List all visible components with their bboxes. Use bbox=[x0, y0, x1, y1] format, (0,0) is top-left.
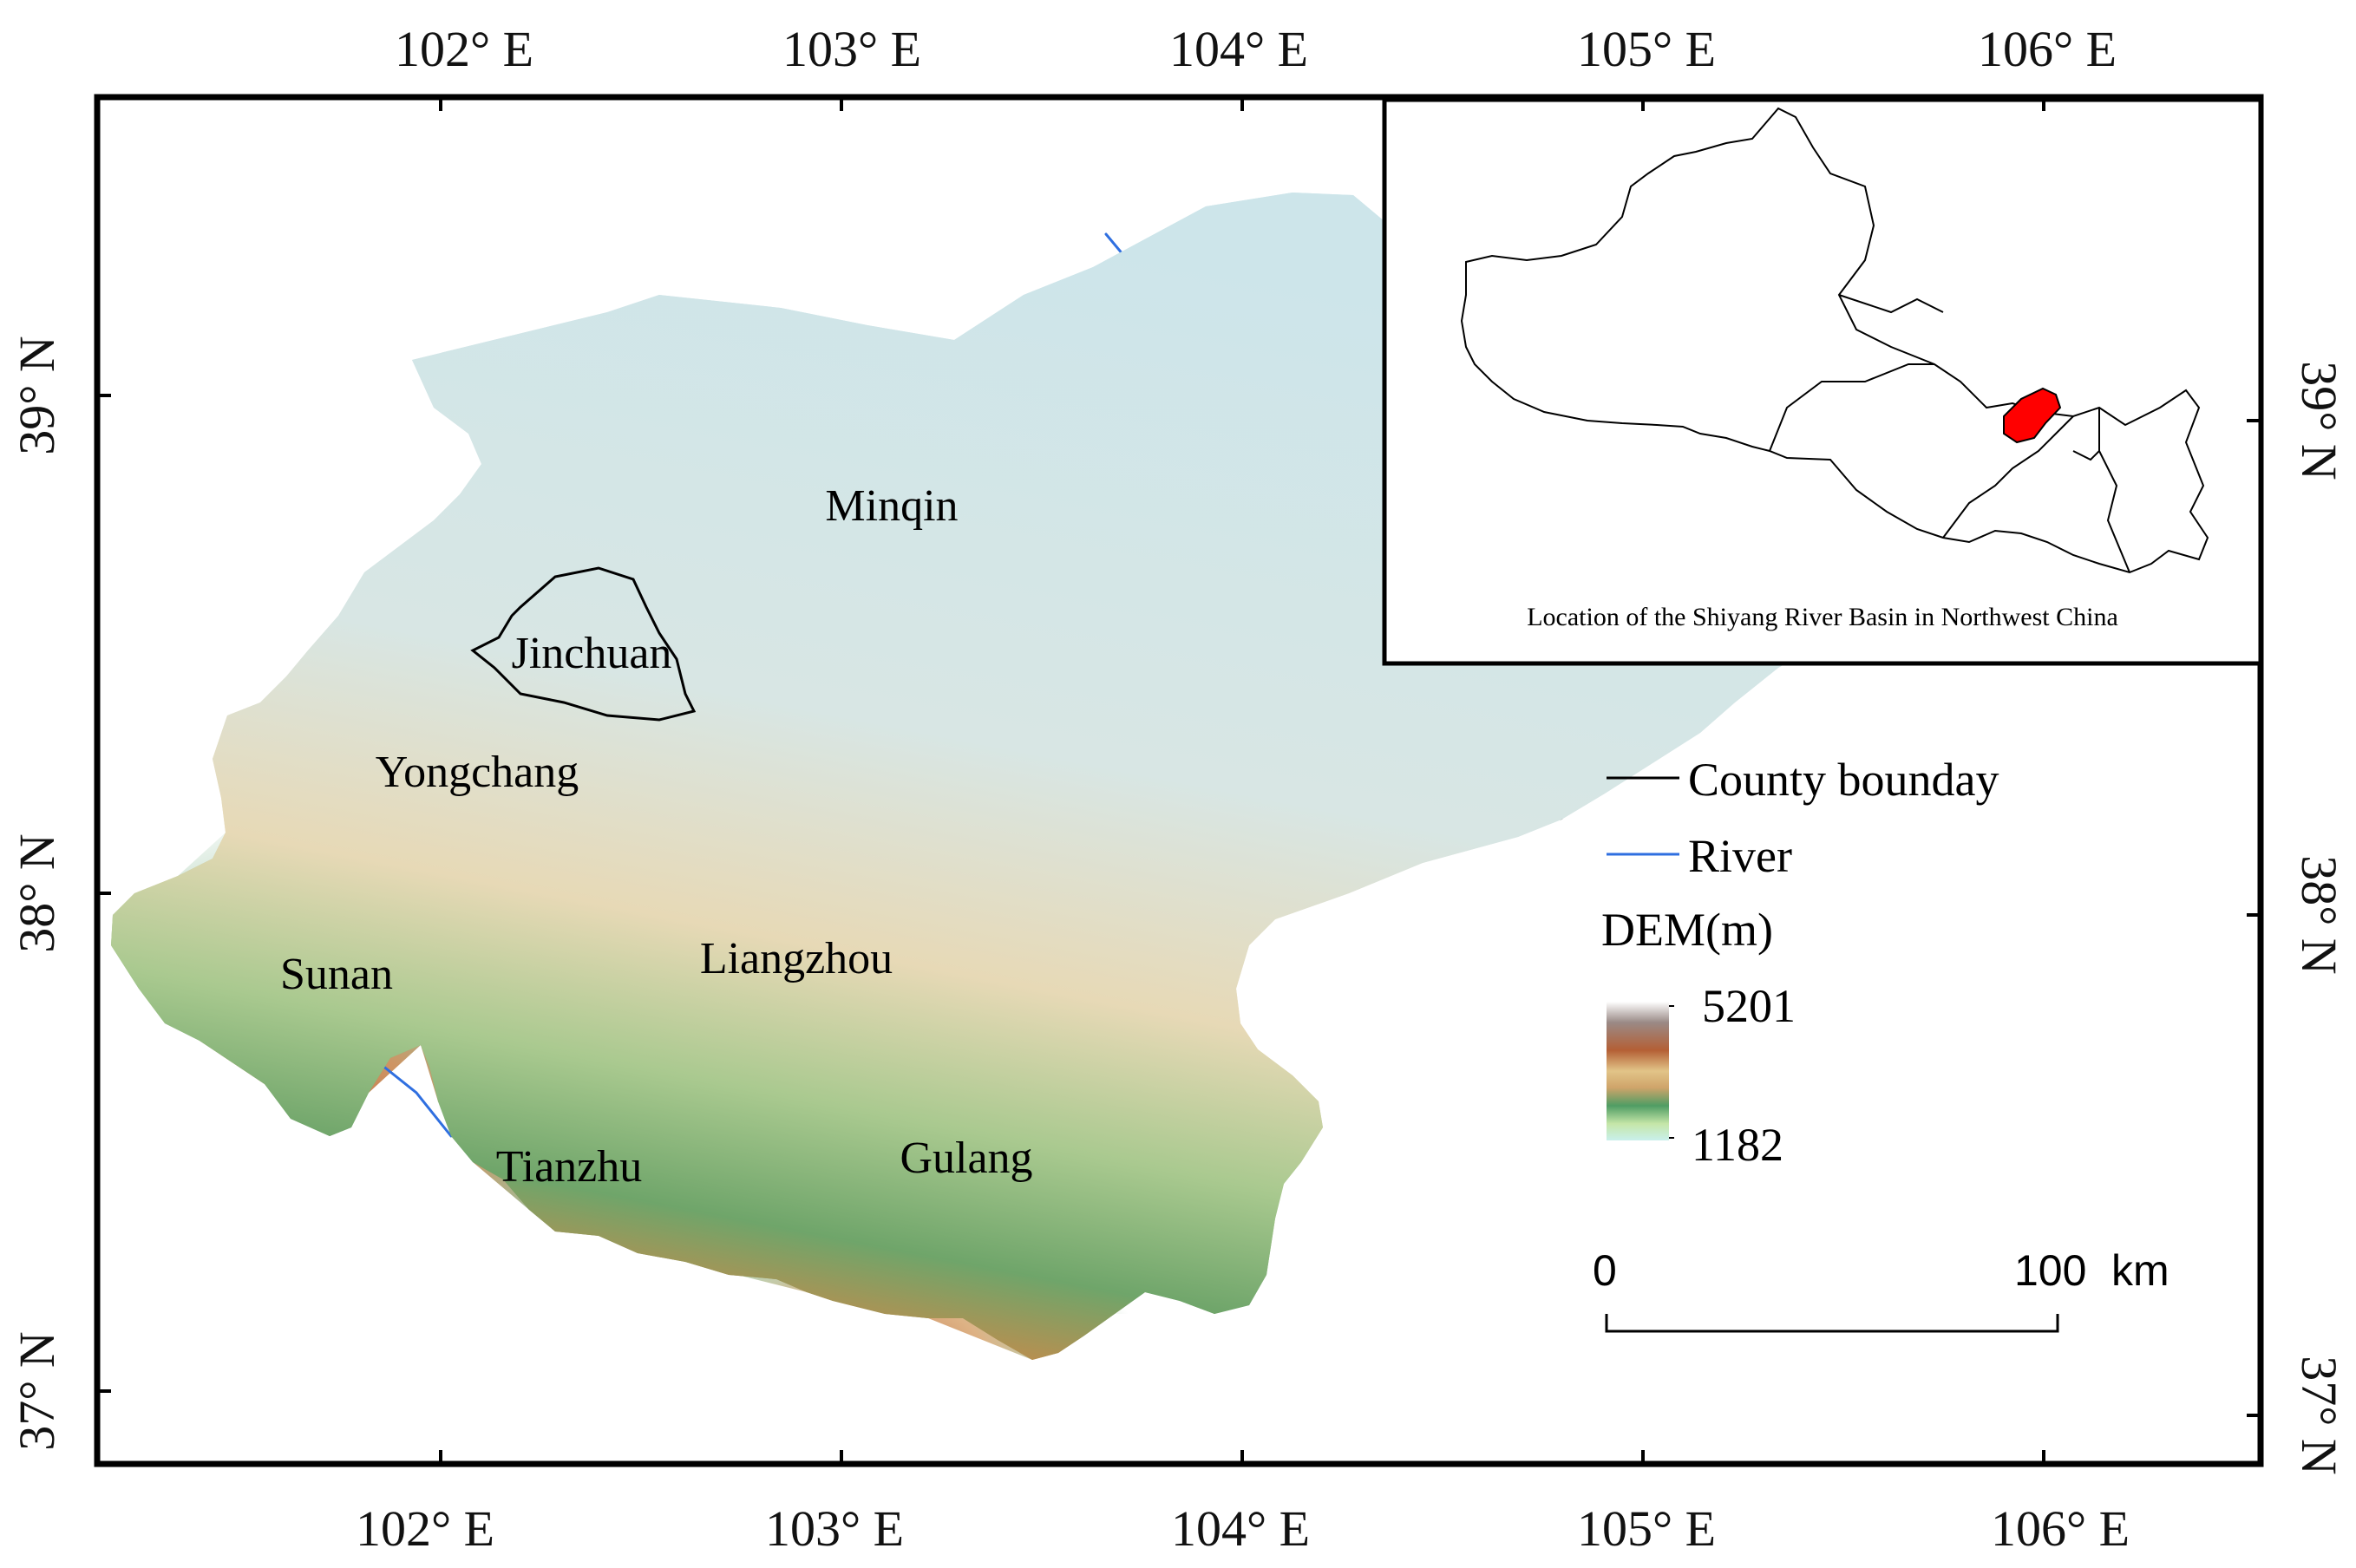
county-label-sunan: Sunan bbox=[280, 950, 393, 999]
inset-northwest-china-outline bbox=[1460, 107, 2209, 574]
inset-caption: Location of the Shiyang River Basin in N… bbox=[1527, 603, 2118, 631]
right-tick-labels: 39° N 38° N 37° N bbox=[2291, 361, 2347, 1475]
county-label-jinchuan: Jinchuan bbox=[512, 629, 672, 678]
tick-label-top: 105° E bbox=[1577, 21, 1716, 77]
inset-province-line bbox=[1769, 363, 1934, 452]
tick-label-bottom: 106° E bbox=[1991, 1500, 2130, 1557]
legend-dem-max: 5201 bbox=[1702, 980, 1796, 1032]
bottom-tick-labels: 102° E 103° E 104° E 105° E 106° E bbox=[356, 1500, 2130, 1557]
scale-bar: 0 100 km bbox=[1593, 1246, 2169, 1333]
inset-study-area bbox=[2003, 387, 2062, 444]
legend-boundary-label: County bounday bbox=[1688, 754, 1999, 806]
tick-label-top: 102° E bbox=[395, 21, 533, 77]
tick-label-top: 104° E bbox=[1169, 21, 1308, 77]
tick-label-right: 38° N bbox=[2291, 855, 2347, 975]
inset-province-line bbox=[2098, 408, 2130, 573]
top-tick-labels: 102° E 103° E 104° E 105° E 106° E bbox=[395, 21, 2117, 77]
tick-label-top: 106° E bbox=[1978, 21, 2117, 77]
scale-end: 100 bbox=[2014, 1246, 2086, 1295]
left-tick-labels: 39° N 38° N 37° N bbox=[9, 336, 65, 1451]
inset-province-line bbox=[2072, 450, 2100, 461]
jinchuan-boundary bbox=[470, 566, 697, 722]
county-labels: Minqin Jinchuan Yongchang Sunan Liangzho… bbox=[280, 481, 1033, 1192]
tick-label-top: 103° E bbox=[782, 21, 921, 77]
inset-province-line bbox=[1942, 415, 2074, 539]
county-label-liangzhou: Liangzhou bbox=[700, 934, 893, 983]
tick-label-left: 38° N bbox=[9, 833, 65, 953]
tick-label-bottom: 104° E bbox=[1171, 1500, 1310, 1557]
tick-label-left: 39° N bbox=[9, 336, 65, 455]
inset-map: Location of the Shiyang River Basin in N… bbox=[1382, 97, 2263, 666]
county-label-gulang: Gulang bbox=[900, 1134, 1032, 1183]
axis-ticks bbox=[97, 97, 2261, 1464]
legend: County bounday River DEM(m) 5201 1182 bbox=[1601, 754, 1999, 1171]
county-label-yongchang: Yongchang bbox=[376, 748, 579, 797]
scale-zero: 0 bbox=[1593, 1246, 1617, 1295]
county-label-tianzhu: Tianzhu bbox=[496, 1142, 643, 1192]
tick-label-left: 37° N bbox=[9, 1331, 65, 1451]
tick-label-bottom: 102° E bbox=[356, 1500, 494, 1557]
tick-label-right: 37° N bbox=[2291, 1356, 2347, 1475]
legend-dem-colorbar bbox=[1607, 1002, 1669, 1140]
tick-label-bottom: 103° E bbox=[765, 1500, 904, 1557]
legend-dem-title: DEM(m) bbox=[1601, 904, 1773, 956]
legend-river-label: River bbox=[1688, 830, 1792, 882]
tick-label-right: 39° N bbox=[2291, 361, 2347, 480]
scale-unit: km bbox=[2111, 1246, 2169, 1295]
tick-label-bottom: 105° E bbox=[1577, 1500, 1716, 1557]
county-label-minqin: Minqin bbox=[825, 481, 958, 531]
inset-province-line bbox=[1838, 294, 1944, 314]
legend-dem-min: 1182 bbox=[1692, 1119, 1783, 1171]
